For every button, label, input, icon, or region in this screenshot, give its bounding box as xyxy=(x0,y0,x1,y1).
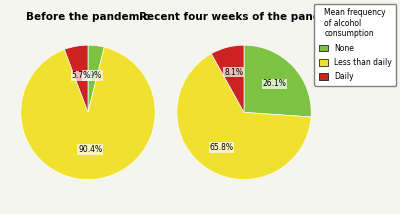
Wedge shape xyxy=(177,54,311,180)
Legend: None, Less than daily, Daily: None, Less than daily, Daily xyxy=(314,4,396,86)
Wedge shape xyxy=(211,45,244,112)
Text: 65.8%: 65.8% xyxy=(210,143,234,152)
Text: 26.1%: 26.1% xyxy=(262,79,286,88)
Wedge shape xyxy=(88,45,104,112)
Text: 8.1%: 8.1% xyxy=(224,68,243,77)
Wedge shape xyxy=(64,45,88,112)
Text: 5.7%: 5.7% xyxy=(72,71,91,80)
Title: Before the pandemic: Before the pandemic xyxy=(26,12,150,22)
Title: Recent four weeks of the pandemic: Recent four weeks of the pandemic xyxy=(140,12,348,22)
Wedge shape xyxy=(244,45,311,117)
Text: 3.9%: 3.9% xyxy=(83,71,102,80)
Text: 90.4%: 90.4% xyxy=(78,145,102,154)
Wedge shape xyxy=(21,47,155,180)
